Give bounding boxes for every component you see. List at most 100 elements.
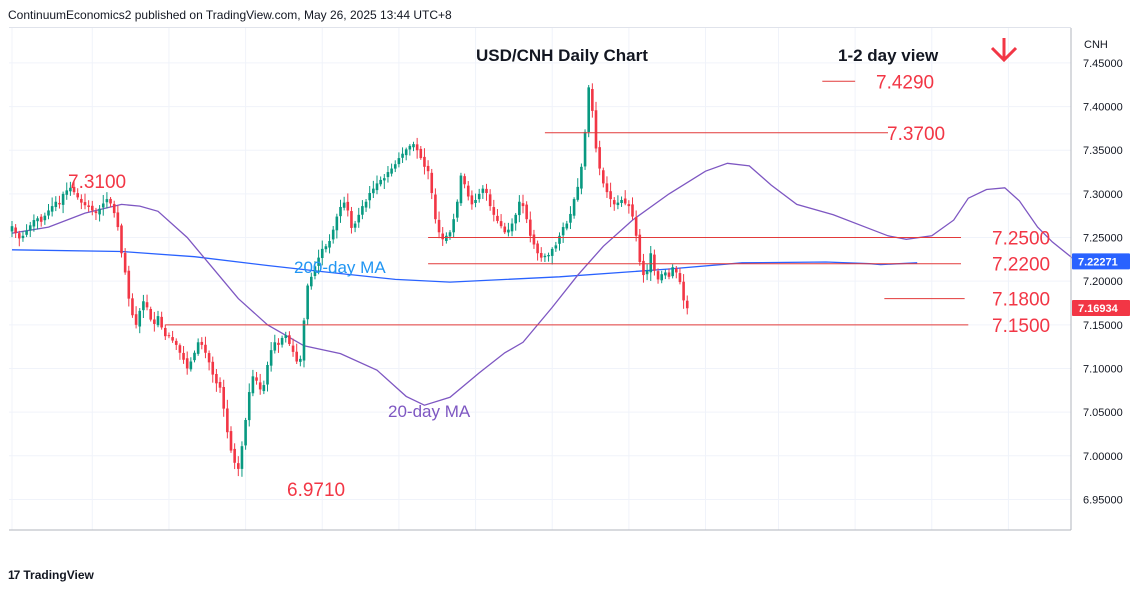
candle-body (496, 215, 499, 221)
candle (390, 163, 393, 177)
candle-body (627, 204, 631, 207)
last-price-tag: 7.16934 (1072, 299, 1130, 316)
candle-body (445, 235, 448, 241)
candle-body (215, 373, 218, 384)
level-label: 7.1800 (992, 290, 1050, 311)
candle-body (645, 270, 649, 275)
candle (134, 306, 138, 329)
candle-body (518, 201, 521, 216)
candle (72, 180, 76, 195)
tradingview-logo[interactable]: 17 TradingView (8, 568, 94, 582)
candle (291, 338, 295, 357)
text-layer: USD/CNH Daily Chart 1-2 day view CNH 200… (294, 38, 1108, 421)
candle (653, 249, 656, 276)
candle-body (350, 211, 353, 228)
publisher-line: ContinuumEconomics2 published on Trading… (8, 8, 452, 22)
candle-body (174, 340, 178, 345)
candle-body (273, 342, 277, 351)
candle (408, 144, 412, 156)
candle-body (317, 257, 320, 266)
candle-body (116, 212, 120, 228)
candle-body (25, 230, 28, 235)
candle (43, 212, 47, 225)
ma20-line (11, 162, 1075, 406)
y-tick-label: 7.20000 (1083, 276, 1123, 288)
candle (477, 188, 481, 203)
candle-body (565, 223, 569, 229)
candle-body (485, 188, 488, 194)
candle-body (685, 300, 689, 309)
candle (262, 380, 266, 395)
candle (211, 356, 215, 383)
candle-body (222, 386, 225, 409)
candle (98, 205, 101, 222)
candle (565, 220, 569, 231)
y-tick-label: 7.15000 (1083, 320, 1123, 332)
candle (21, 231, 25, 242)
candle (434, 188, 437, 224)
candle (678, 267, 682, 285)
candle-body (335, 216, 339, 231)
candle-body (678, 273, 682, 283)
candle (25, 224, 28, 238)
candle (496, 209, 499, 224)
candle-body (383, 178, 386, 181)
candle (587, 84, 590, 138)
chart-svg[interactable]: 7.4290 7.3700 7.2500 7.2200 7.1800 7.1500 7.31… (0, 1, 1134, 541)
candle-body (91, 205, 94, 211)
candle-body (510, 223, 514, 232)
candle (561, 222, 565, 243)
candle-body (39, 216, 43, 222)
candle (28, 221, 32, 237)
candle (156, 310, 160, 328)
y-tick-label: 7.40000 (1083, 102, 1123, 114)
candle (569, 206, 572, 230)
candle (160, 311, 163, 330)
candle (514, 212, 517, 231)
candle (602, 167, 605, 188)
candle-body (631, 204, 634, 217)
candle-body (623, 198, 627, 204)
candle-body (346, 201, 350, 211)
candle-body (675, 268, 678, 273)
candle (200, 337, 204, 350)
candle-body (43, 215, 47, 221)
candle (269, 342, 273, 372)
candle (233, 443, 236, 470)
candle-body (649, 253, 653, 273)
candle (185, 351, 189, 375)
candle (591, 83, 594, 118)
view-label: 1-2 day view (838, 46, 939, 65)
chart-area[interactable]: 7.4290 7.3700 7.2500 7.2200 7.1800 7.1500 7.31… (9, 27, 1130, 531)
candle-body (306, 285, 309, 320)
candle-body (543, 255, 547, 258)
candle (273, 334, 277, 354)
candle (167, 332, 171, 339)
down-arrow-icon (990, 38, 1018, 63)
candle-body (69, 187, 72, 192)
candle-body (94, 211, 98, 214)
candle-body (558, 235, 561, 244)
candle (105, 192, 109, 209)
candle (685, 295, 689, 315)
candle (379, 176, 382, 187)
candle-body (251, 376, 255, 394)
candle (350, 206, 353, 234)
candle (335, 213, 339, 239)
candle-body (499, 221, 503, 227)
candle-body (65, 190, 69, 195)
candle (226, 399, 229, 439)
candle (423, 148, 426, 175)
candle-body (554, 245, 558, 249)
candle (554, 241, 558, 252)
candle-body (233, 448, 236, 463)
candle (404, 147, 408, 161)
candle-body (656, 271, 660, 280)
candle (91, 200, 94, 216)
candle-body (112, 203, 116, 214)
candle-body (255, 377, 258, 381)
candle-body (594, 110, 598, 149)
candle-body (379, 179, 382, 185)
y-tick-label: 7.00000 (1083, 451, 1123, 463)
candle (94, 207, 98, 221)
